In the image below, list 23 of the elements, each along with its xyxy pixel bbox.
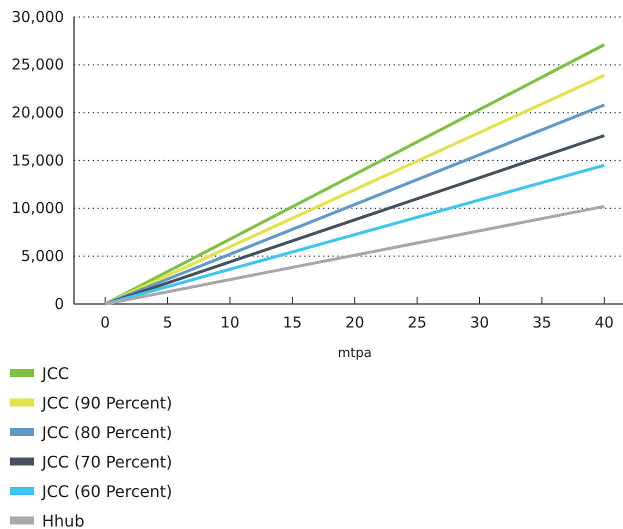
legend-label: JCC (80 Percent) [41,423,172,442]
x-tick-label: 25 [408,314,427,332]
x-tick-label: 40 [594,314,614,332]
y-tick-label: 15,000 [12,151,64,170]
x-tick-label: 5 [162,314,172,332]
legend-label: JCC [41,364,70,383]
x-axis-title: mtpa [338,346,372,361]
legend-label: JCC (70 Percent) [41,452,172,472]
x-tick-label: 30 [470,314,490,332]
y-tick-label: 30,000 [12,8,64,26]
y-tick-label: 10,000 [12,199,64,218]
x-tick-label: 15 [282,314,302,332]
legend-label: JCC (90 Percent) [41,394,172,412]
x-tick-label: 20 [345,314,364,332]
y-tick-label: 5,000 [21,246,64,265]
y-tick-label: 0 [54,294,64,313]
x-tick-label: 10 [220,314,240,332]
x-tick-label: 0 [100,314,110,332]
y-tick-label: 25,000 [12,56,64,74]
legend-label: JCC (60 Percent) [41,482,172,501]
x-tick-label: 35 [532,314,552,332]
y-tick-label: 20,000 [12,103,64,122]
legend-label: Hhub [42,512,84,529]
